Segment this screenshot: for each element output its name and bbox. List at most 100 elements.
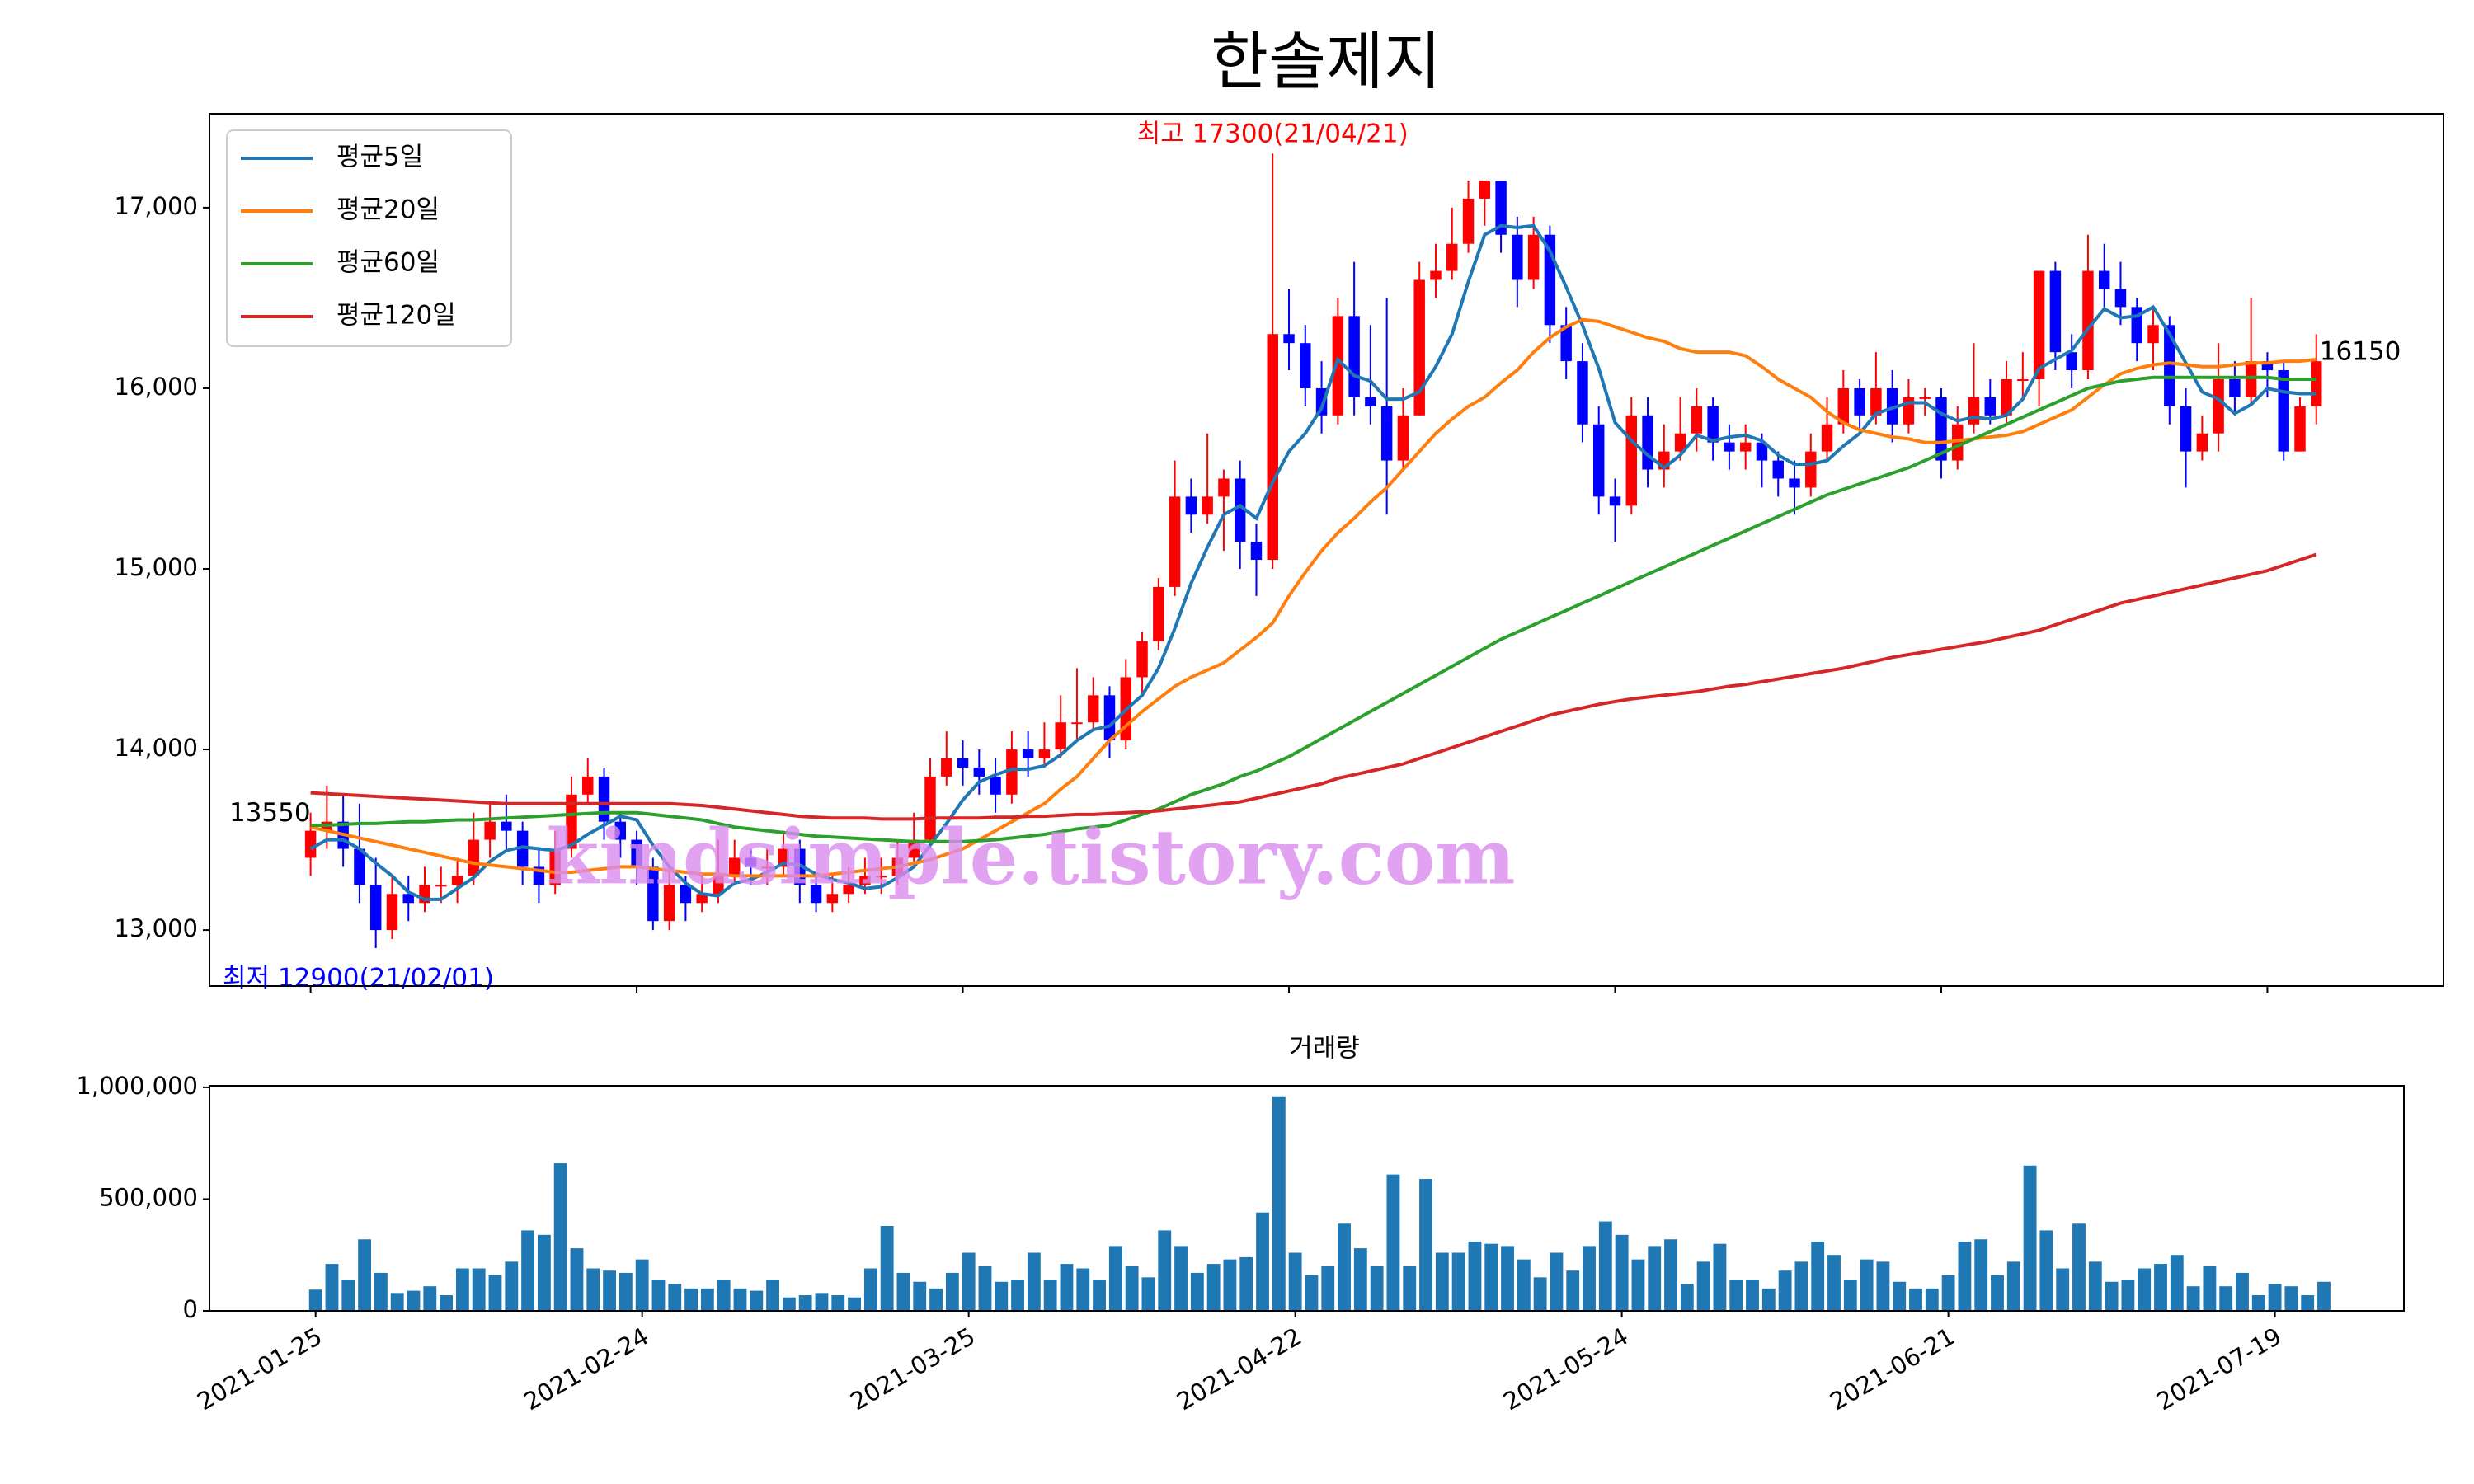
candle-body xyxy=(516,830,529,867)
candle-body xyxy=(663,885,675,922)
volume-bar xyxy=(1860,1259,1874,1311)
volume-bar xyxy=(537,1234,551,1311)
candle-body xyxy=(614,821,627,840)
volume-bar xyxy=(1419,1179,1432,1311)
y-tick-label: 16,000 xyxy=(115,373,198,401)
volume-bar xyxy=(1435,1252,1449,1311)
volume-bar xyxy=(1468,1241,1482,1311)
candle-body xyxy=(1071,722,1083,725)
candle-body xyxy=(1512,234,1523,280)
candle-body xyxy=(924,776,936,840)
volume-bar xyxy=(1974,1239,1988,1311)
volume-bar xyxy=(1174,1246,1188,1311)
candle-body xyxy=(566,794,577,849)
volume-bar xyxy=(1680,1284,1694,1311)
candle-body xyxy=(1055,722,1066,750)
candle-body xyxy=(973,767,985,777)
candle-body xyxy=(2311,361,2322,406)
volume-bar xyxy=(1043,1280,1057,1311)
candle-body xyxy=(631,839,642,867)
volume-bar xyxy=(488,1275,502,1311)
volume-bar xyxy=(1761,1288,1776,1311)
volume-bar xyxy=(1108,1246,1122,1311)
volume-bar xyxy=(2105,1281,2119,1311)
candle-body xyxy=(1707,406,1719,443)
candle-body xyxy=(1022,749,1034,758)
volume-bar xyxy=(2186,1286,2200,1311)
candle-body xyxy=(1250,542,1263,561)
volume-bar xyxy=(1484,1243,1498,1311)
volume-bar xyxy=(570,1248,584,1311)
candle-body xyxy=(2017,379,2029,381)
volume-bar xyxy=(1696,1261,1710,1311)
volume-bar xyxy=(978,1266,992,1311)
volume-bar xyxy=(2219,1286,2233,1311)
chart-title: 한솔제지 xyxy=(1211,25,1442,98)
candle-body xyxy=(1185,496,1197,515)
volume-bar xyxy=(1664,1239,1677,1311)
volume-bar xyxy=(2072,1223,2086,1311)
legend-label: 평균60일 xyxy=(336,248,440,278)
candle-body xyxy=(875,876,887,878)
volume-bar xyxy=(896,1272,910,1311)
candle-body xyxy=(2098,270,2110,289)
volume-bar xyxy=(1353,1248,1367,1311)
volume-bar xyxy=(1517,1259,1531,1311)
volume-bar xyxy=(1239,1256,1253,1311)
volume-bar xyxy=(1027,1252,1041,1311)
volume-bar xyxy=(750,1290,764,1311)
candle-body xyxy=(908,839,920,858)
candle-body xyxy=(484,821,496,840)
candle-body xyxy=(2164,325,2175,406)
volume-bar xyxy=(374,1272,388,1311)
volume-bar xyxy=(308,1289,322,1311)
volume-bar xyxy=(1615,1234,1629,1311)
y-tick-label: 13,000 xyxy=(115,914,198,942)
volume-bar xyxy=(1729,1280,1743,1311)
candle-body xyxy=(1088,695,1099,723)
candle-body xyxy=(1153,586,1164,641)
volume-bar xyxy=(1386,1174,1400,1311)
candle-body xyxy=(2213,379,2224,434)
legend-box xyxy=(226,129,512,347)
candle-body xyxy=(468,839,480,876)
candle-body xyxy=(2082,270,2094,371)
volume-bar xyxy=(1843,1280,1857,1311)
volume-bar xyxy=(1811,1241,1825,1311)
candle-body xyxy=(826,894,839,904)
candle-body xyxy=(2278,370,2289,452)
candle-body xyxy=(1919,397,1931,399)
axes-frame xyxy=(209,113,2444,987)
volume-bar xyxy=(1713,1243,1727,1311)
candle-body xyxy=(435,885,447,887)
candle-body xyxy=(2180,406,2192,452)
volume-bar xyxy=(2236,1272,2249,1311)
volume-bar xyxy=(1223,1259,1237,1311)
volume-bar xyxy=(668,1284,682,1311)
volume-bar xyxy=(2170,1255,2184,1311)
candle-body xyxy=(1560,325,1572,362)
candle-body xyxy=(1805,451,1817,488)
candle-body xyxy=(1691,406,1703,434)
candle-body xyxy=(810,885,822,904)
volume-bar xyxy=(1876,1261,1890,1311)
candle-body xyxy=(1789,478,1800,488)
y-tick-label: 15,000 xyxy=(115,553,198,581)
candle-body xyxy=(1234,478,1246,542)
min-annotation: 최저 12900(21/02/01) xyxy=(223,964,494,993)
volume-bar xyxy=(1778,1270,1792,1311)
y-tick-label: 14,000 xyxy=(115,734,198,762)
candle-body xyxy=(1267,334,1278,561)
volume-bar xyxy=(1272,1096,1286,1311)
volume-bar xyxy=(1746,1280,1759,1311)
candle-body xyxy=(1218,478,1230,497)
volume-bar xyxy=(2284,1286,2298,1311)
candle-body xyxy=(941,758,952,777)
legend-label: 평균5일 xyxy=(336,143,423,172)
volume-bar xyxy=(635,1259,649,1311)
candle-body xyxy=(549,848,561,885)
volume-bar xyxy=(1288,1252,1302,1311)
volume-bar xyxy=(2203,1266,2217,1311)
candle-body xyxy=(1413,279,1425,416)
legend-label: 평균120일 xyxy=(336,301,456,331)
